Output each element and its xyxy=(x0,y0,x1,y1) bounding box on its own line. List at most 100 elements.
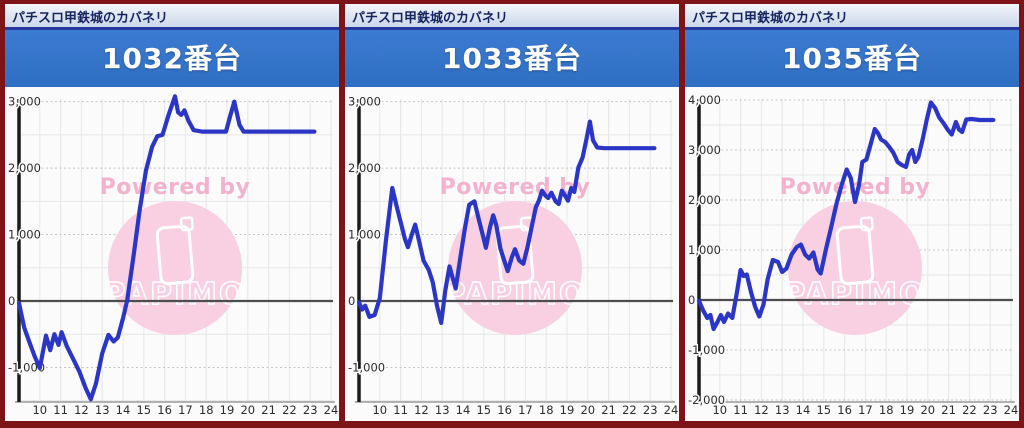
payout-chart: Powered by PAPIMO 4,000 3,000 2,000 1,000 0 -1,… xyxy=(685,87,1019,421)
y-tick-label: 1,000 xyxy=(348,228,381,242)
machine-panel-1033: パチスロ甲鉄城のカバネリ 1033番台 Powered by PAPIMO 3,00… xyxy=(345,4,679,421)
x-tick-label: 14 xyxy=(456,403,471,417)
x-tick-label: 18 xyxy=(879,403,894,417)
gridlines xyxy=(19,99,333,402)
x-tick-label: 12 xyxy=(414,403,429,417)
papimo-logo-circle xyxy=(788,201,922,335)
y-tick-label: 1,000 xyxy=(8,228,41,242)
payout-line xyxy=(356,119,657,325)
phone-body xyxy=(495,224,535,286)
machine-number-header: 1035番台 xyxy=(685,30,1019,87)
machine-number: 1033番台 xyxy=(442,42,582,75)
payout-chart: Powered by PAPIMO 3,000 2,000 1,000 0 -1,000 10… xyxy=(5,87,339,421)
y-tick-label: 3,000 xyxy=(8,95,41,109)
papimo-logo-circle xyxy=(108,201,242,335)
machine-panel-1032: パチスロ甲鉄城のカバネリ 1032番台 Powered by PAPIMO 3,00… xyxy=(5,4,339,421)
x-tick-label: 14 xyxy=(116,403,131,417)
x-tick-label: 17 xyxy=(178,403,193,417)
app-title-bar: パチスロ甲鉄城のカバネリ xyxy=(345,4,679,30)
x-tick-label: 19 xyxy=(220,403,235,417)
y-tick-label: -1,000 xyxy=(688,343,725,357)
x-tick-label: 13 xyxy=(775,403,790,417)
x-tick-label: 21 xyxy=(601,403,616,417)
papimo-logo-text: PAPIMO xyxy=(784,277,927,312)
x-tick-label: 21 xyxy=(941,403,956,417)
phone-icon xyxy=(835,216,875,286)
x-tick-label: 19 xyxy=(900,403,915,417)
x-tick-label: 17 xyxy=(518,403,533,417)
x-tick-label: 20 xyxy=(920,403,935,417)
x-tick-label: 11 xyxy=(53,403,68,417)
trend-chart-svg: Powered byPAPIMO3,0002,0001,0000-1,00010… xyxy=(347,93,679,417)
x-tick-label: 23 xyxy=(303,403,318,417)
x-tick-label: 12 xyxy=(74,403,89,417)
x-tick-label: 12 xyxy=(754,403,769,417)
powered-by-watermark: Powered by xyxy=(100,175,251,200)
x-tick-label: 15 xyxy=(816,403,831,417)
y-tick-label: 0 xyxy=(688,293,695,307)
x-tick-label: 23 xyxy=(983,403,998,417)
x-tick-label: 10 xyxy=(32,403,47,417)
x-tick-label: 23 xyxy=(643,403,658,417)
x-tick-label: 16 xyxy=(837,403,852,417)
app-title: パチスロ甲鉄城のカバネリ xyxy=(12,11,169,26)
phone-body xyxy=(835,224,875,286)
x-tick-label: 11 xyxy=(733,403,748,417)
x-tick-label: 15 xyxy=(476,403,491,417)
x-tick-label: 20 xyxy=(580,403,595,417)
x-tick-label: 11 xyxy=(393,403,408,417)
machine-panel-1035: パチスロ甲鉄城のカバネリ 1035番台 Powered by PAPIMO 4,00… xyxy=(685,4,1019,421)
machine-number: 1032番台 xyxy=(102,42,242,75)
y-tick-label: 3,000 xyxy=(688,143,721,157)
x-tick-label: 16 xyxy=(497,403,512,417)
x-tick-label: 21 xyxy=(261,403,276,417)
y-tick-label: 0 xyxy=(348,294,355,308)
phone-tab xyxy=(179,216,194,232)
x-tick-label: 10 xyxy=(712,403,727,417)
machine-number-header: 1033番台 xyxy=(345,30,679,87)
machine-number-header: 1032番台 xyxy=(5,30,339,87)
x-tick-label: 24 xyxy=(324,403,339,417)
app-title-bar: パチスロ甲鉄城のカバネリ xyxy=(685,4,1019,30)
y-tick-label: 3,000 xyxy=(348,95,381,109)
y-tick-label: 2,000 xyxy=(8,161,41,175)
payout-line xyxy=(16,94,317,402)
x-tick-label: 13 xyxy=(435,403,450,417)
x-tick-label: 19 xyxy=(560,403,575,417)
app-title: パチスロ甲鉄城のカバネリ xyxy=(692,11,849,26)
machine-number: 1035番台 xyxy=(782,42,922,75)
payout-chart: Powered by PAPIMO 3,000 2,000 1,000 0 -1,000 10… xyxy=(345,87,679,421)
y-tick-label: 2,000 xyxy=(688,193,721,207)
y-tick-label: -1,000 xyxy=(348,360,385,374)
x-tick-label: 22 xyxy=(962,403,977,417)
x-tick-label: 16 xyxy=(157,403,172,417)
x-tick-label: 18 xyxy=(199,403,214,417)
x-tick-label: 24 xyxy=(664,403,679,417)
x-tick-label: 18 xyxy=(539,403,554,417)
y-tick-label: 4,000 xyxy=(688,93,721,107)
x-tick-label: 22 xyxy=(622,403,637,417)
phone-tab xyxy=(859,216,874,232)
x-tick-label: 20 xyxy=(240,403,255,417)
phone-body xyxy=(155,224,195,286)
phone-icon xyxy=(155,216,195,286)
x-tick-label: 15 xyxy=(136,403,151,417)
y-tick-label: -2,000 xyxy=(688,393,725,407)
trend-chart-svg: Powered byPAPIMO4,0003,0002,0001,0000-1,… xyxy=(687,92,1019,418)
x-tick-label: 10 xyxy=(372,403,387,417)
x-tick-label: 22 xyxy=(282,403,297,417)
x-tick-label: 24 xyxy=(1004,403,1019,417)
y-tick-label: 2,000 xyxy=(348,161,381,175)
app-title-bar: パチスロ甲鉄城のカバネリ xyxy=(5,4,339,30)
x-tick-label: 13 xyxy=(95,403,110,417)
y-tick-label: 0 xyxy=(8,294,15,308)
app-title: パチスロ甲鉄城のカバネリ xyxy=(352,11,509,26)
x-tick-label: 17 xyxy=(858,403,873,417)
x-tick-label: 14 xyxy=(796,403,811,417)
papimo-logo-text: PAPIMO xyxy=(444,277,587,312)
payout-line xyxy=(696,100,996,332)
y-tick-label: 1,000 xyxy=(688,243,721,257)
trend-chart-svg: Powered byPAPIMO3,0002,0001,0000-1,00010… xyxy=(7,93,339,417)
